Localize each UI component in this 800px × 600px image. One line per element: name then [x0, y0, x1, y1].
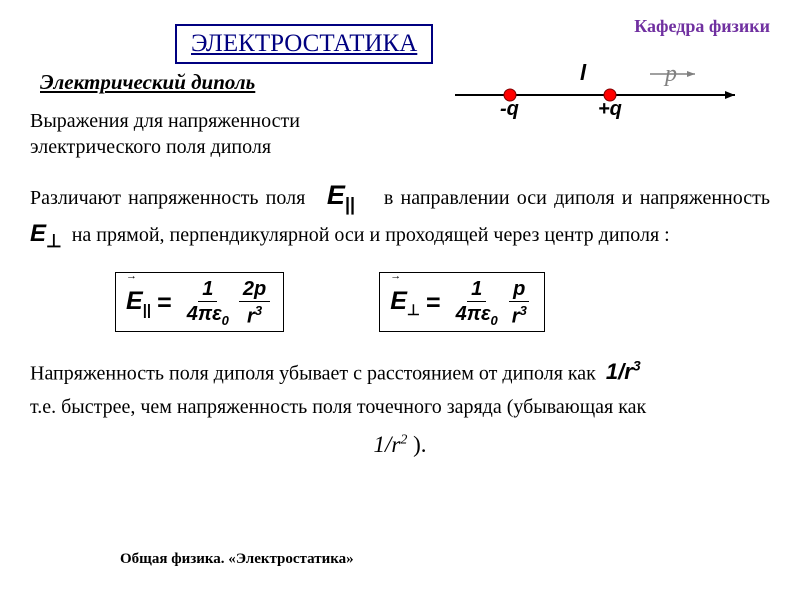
formula-e-perp: → E⊥ = 1 4πε0 p r3: [379, 272, 545, 332]
pos-q-label: +q: [598, 98, 622, 120]
inline-fraction: 1/r3: [606, 359, 641, 384]
l-label: l: [580, 60, 587, 85]
paragraph-comparison: т.е. быстрее, чем напряженность поля точ…: [30, 396, 770, 419]
paragraph-distinction: Различают напряженность поля E|| в напра…: [30, 176, 770, 254]
section-subtitle: Электрический диполь: [40, 70, 255, 95]
dept-header: Кафедра физики: [634, 16, 770, 37]
page-title: ЭЛЕКТРОСТАТИКА: [175, 24, 433, 64]
neg-q-label: -q: [500, 98, 519, 120]
paragraph-intro: Выражения для напряженности электрическо…: [30, 108, 350, 160]
e-perp-symbol: E⊥: [30, 220, 62, 247]
footer-text: Общая физика. «Электростатика»: [120, 551, 354, 568]
formula-e-parallel: → E|| = 1 4πε0 2p r3: [115, 272, 284, 332]
text-span: в направлении оси диполя и напряженность: [384, 187, 770, 209]
paragraph-decay: Напряженность поля диполя убывает с расс…: [30, 358, 770, 385]
text-span: на прямой, перпендикулярной оси и проход…: [72, 224, 670, 246]
text-span: Различают напряженность поля: [30, 187, 305, 209]
text-span: Напряженность поля диполя убывает с расс…: [30, 362, 596, 384]
formulas-row: → E|| = 1 4πε0 2p r3 → E⊥ = 1 4πε0 p r3: [115, 272, 545, 332]
dipole-diagram: l p -q +q: [450, 60, 750, 120]
e-parallel-symbol: E||: [327, 180, 355, 210]
formula-point-charge: 1/r2 ).: [0, 432, 800, 458]
vector-arrow-icon: →: [390, 270, 401, 282]
vector-arrow-icon: →: [126, 270, 137, 282]
